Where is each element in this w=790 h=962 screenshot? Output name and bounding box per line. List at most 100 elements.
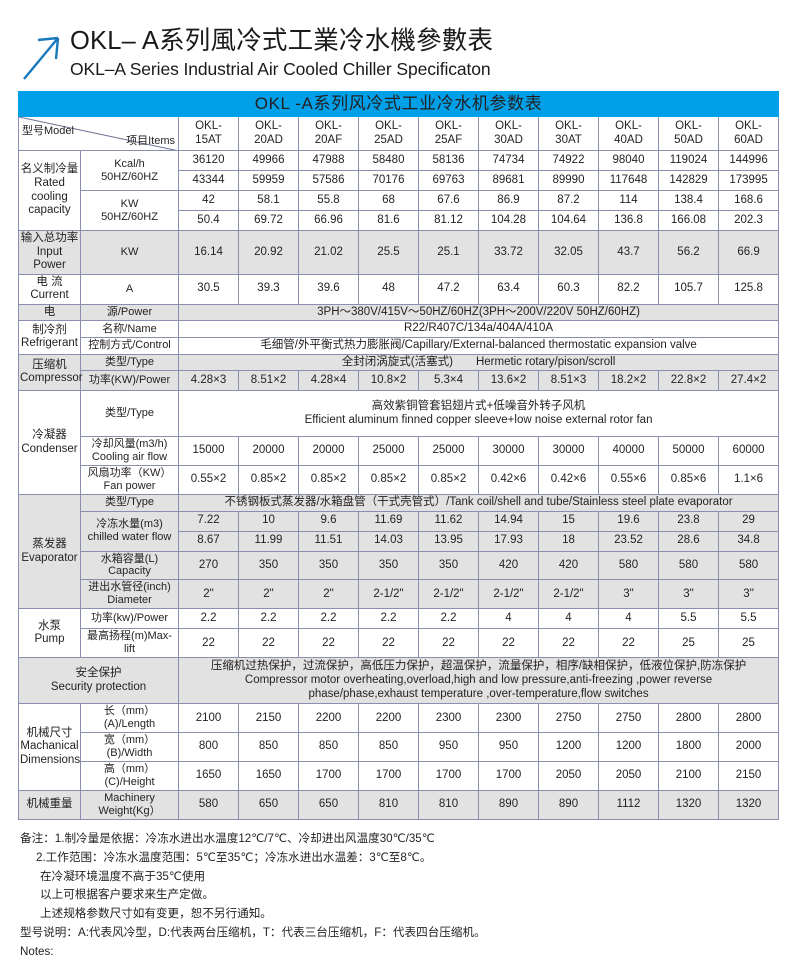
cell-r17-c1: 350 — [238, 550, 299, 581]
row-span-value: 压缩机过热保护，过流保护，高低压力保护，超温保护，流量保护，相序/缺相保护，低液… — [177, 657, 780, 705]
cell-r1-c6: 89990 — [538, 170, 599, 191]
note-line-5: 型号说明：A:代表风冷型，D:代表两台压缩机，T：代表三台压缩机，F：代表四台压… — [20, 925, 486, 939]
cell-r19-c9: 5.5 — [717, 608, 780, 630]
table-row: 冷却风量(m3/h) Cooling air flow 15000 20000 2000… — [19, 436, 780, 466]
cell-r17-c7: 580 — [598, 550, 659, 581]
row-item-label: 长（mm）(A)/Length — [80, 703, 179, 734]
cell-r2-c1: 58.1 — [238, 190, 299, 211]
cell-r19-c5: 4 — [478, 608, 539, 630]
cell-r16-c0: 8.67 — [178, 530, 239, 552]
cell-r1-c5: 89681 — [478, 170, 539, 191]
cell-r13-c1: 0.85×2 — [238, 465, 299, 495]
cell-r20-c1: 22 — [238, 628, 299, 659]
cell-r3-c7: 136.8 — [598, 210, 659, 231]
cell-r4-c0: 16.14 — [178, 230, 239, 275]
cell-r16-c9: 34.8 — [717, 530, 780, 552]
cell-r16-c2: 11.51 — [298, 530, 359, 552]
row-group-label: 水泵 Pump — [18, 608, 81, 659]
cell-r0-c0: 36120 — [178, 150, 239, 171]
cell-r1-c7: 117648 — [598, 170, 659, 191]
note-line-6: Notes: — [20, 944, 54, 958]
cell-r18-c1: 2" — [238, 579, 299, 610]
row-item-label: 最高扬程(m)Max-lift — [80, 628, 179, 659]
cell-r25-c2: 650 — [298, 790, 359, 821]
cell-r18-c2: 2" — [298, 579, 359, 610]
table-row: 机械尺寸 Machanical Dimensions 长（mm）(A)/Length 2… — [18, 703, 780, 792]
cell-r10-c9: 27.4×2 — [717, 370, 780, 392]
table-row: 冷冻水量(m3) chilled water flow 7.22 10 9.6 11.69… — [19, 510, 780, 552]
cell-r18-c9: 3" — [717, 579, 780, 610]
cell-r2-c0: 42 — [178, 190, 239, 211]
row-span-value: R22/R407C/134a/404A/410A — [177, 320, 780, 338]
cell-r4-c4: 25.1 — [418, 230, 479, 275]
cell-r13-c9: 1.1×6 — [717, 465, 780, 495]
page-title-en: OKL–A Series Industrial Air Cooled Chill… — [70, 59, 491, 80]
table-row: 冷凝器 Condenser 类型/Type 高效紫铜管套铝翅片式+低噪音外转子风机 Ef… — [18, 390, 780, 495]
cell-r5-c0: 30.5 — [178, 273, 239, 305]
cell-r19-c4: 2.2 — [418, 608, 479, 630]
cell-r4-c5: 33.72 — [478, 230, 539, 275]
row-group-label: 名义制冷量 Rated cooling capacity — [18, 150, 81, 231]
model-header-4: OKL- 25AF — [418, 116, 479, 151]
cell-r1-c4: 69763 — [418, 170, 479, 191]
cell-r20-c0: 22 — [178, 628, 239, 659]
cell-r25-c3: 810 — [358, 790, 419, 821]
cell-r0-c9: 144996 — [717, 150, 780, 171]
cell-r20-c5: 22 — [478, 628, 539, 659]
cell-r2-c6: 87.2 — [538, 190, 599, 211]
cell-r25-c7: 1112 — [598, 790, 659, 821]
cell-r10-c2: 4.28×4 — [298, 370, 359, 392]
table-row: 功率(KW)/Power 4.28×3 8.51×2 4.28×4 10.8×2 5.3×… — [19, 370, 780, 392]
cell-r17-c8: 580 — [658, 550, 719, 581]
cell-r5-c7: 82.2 — [598, 273, 659, 305]
cell-r19-c3: 2.2 — [358, 608, 419, 630]
model-header-9: OKL- 60AD — [717, 116, 780, 151]
row-item-label: 功率(KW)/Power — [80, 370, 179, 392]
cell-r12-c6: 30000 — [538, 436, 599, 466]
row-group-label: 蒸发器 Evaporator — [18, 493, 81, 610]
cell-r15-c5: 14.94 — [478, 510, 539, 532]
row-item-label: 类型/Type — [80, 390, 179, 438]
cell-r12-c5: 30000 — [478, 436, 539, 466]
table-row: 50.4 69.72 66.96 81.6 81.12 104.28 104.64 136.8… — [19, 210, 780, 231]
cell-r24-c7: 2050 — [598, 761, 659, 792]
cell-r22-c3: 2200 — [358, 703, 419, 734]
cell-r10-c8: 22.8×2 — [658, 370, 719, 392]
cell-r13-c6: 0.42×6 — [538, 465, 599, 495]
cell-r25-c4: 810 — [418, 790, 479, 821]
spec-table-body: OKL -A系列风冷式工业冷水机参数表 型号Model 项目Items OKL- 15A… — [17, 91, 780, 821]
cell-r13-c5: 0.42×6 — [478, 465, 539, 495]
cell-r25-c5: 890 — [478, 790, 539, 821]
cell-r1-c0: 43344 — [178, 170, 239, 191]
cell-r3-c3: 81.6 — [358, 210, 419, 231]
model-header-8: OKL- 50AD — [658, 116, 719, 151]
cell-r23-c1: 850 — [238, 732, 299, 763]
cell-r22-c1: 2150 — [238, 703, 299, 734]
cell-r17-c0: 270 — [178, 550, 239, 581]
cell-r18-c5: 2-1/2" — [478, 579, 539, 610]
cell-r10-c4: 5.3×4 — [418, 370, 479, 392]
cell-r0-c5: 74734 — [478, 150, 539, 171]
row-item-label: 风扇功率（KW） Fan power — [80, 465, 179, 495]
cell-r1-c1: 59959 — [238, 170, 299, 191]
cell-r15-c0: 7.22 — [178, 510, 239, 532]
cell-r17-c4: 350 — [418, 550, 479, 581]
note-line-2: 在冷凝环境温度不高于35℃使用 — [40, 869, 206, 883]
banner-row: OKL -A系列风冷式工业冷水机参数表 — [17, 91, 780, 117]
cell-r22-c7: 2750 — [598, 703, 659, 734]
arrow-up-right-icon — [23, 36, 60, 80]
row-item-label: 类型/Type — [80, 353, 179, 372]
row-item-label: 功率(kw)/Power — [80, 608, 179, 630]
cell-r0-c3: 58480 — [358, 150, 419, 171]
cell-r10-c5: 13.6×2 — [478, 370, 539, 392]
cell-r12-c8: 50000 — [658, 436, 719, 466]
cell-r24-c1: 1650 — [238, 761, 299, 792]
model-header-6: OKL- 30AT — [538, 116, 599, 151]
table-row: 43344 59959 57586 70176 69763 89681 89990 11764… — [19, 170, 780, 191]
table-row: 宽（mm）(B)/Width 800 850 850 850 950 950 1200 1200… — [19, 732, 780, 763]
row-item-label: A — [80, 273, 179, 305]
cell-r17-c6: 420 — [538, 550, 599, 581]
cell-r24-c8: 2100 — [658, 761, 719, 792]
cell-r25-c9: 1320 — [717, 790, 780, 821]
cell-r0-c7: 98040 — [598, 150, 659, 171]
